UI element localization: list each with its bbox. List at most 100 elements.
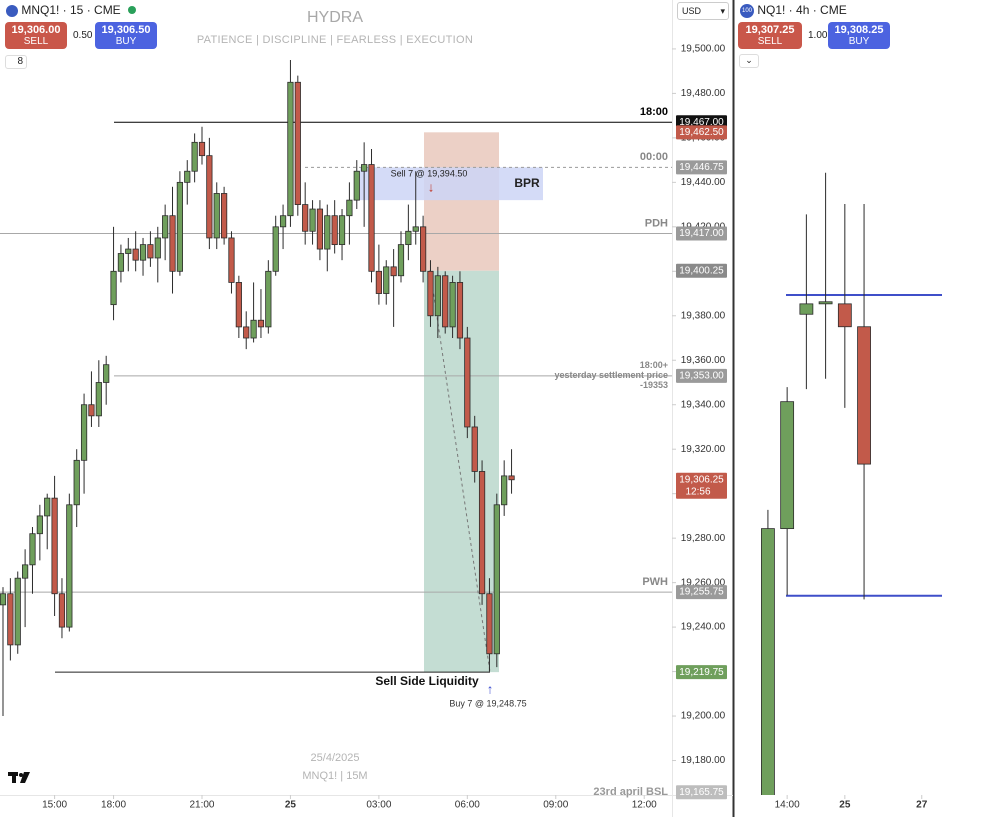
level-text: 18:00+	[640, 360, 668, 370]
y-tick-label: 19,280.00	[681, 533, 726, 544]
buy-label: BUY	[115, 36, 137, 47]
candle-body	[22, 564, 29, 579]
x-tick-label: 12:00	[632, 800, 657, 811]
candle-body	[117, 253, 125, 272]
candle-body	[361, 164, 368, 172]
x-tick-label: 15:00	[42, 800, 67, 811]
watermark-symbol: MNQ1! | 15M	[302, 770, 368, 782]
candle-body	[471, 426, 478, 472]
candle-body	[368, 164, 375, 272]
candle-body	[397, 244, 405, 277]
candle-body	[257, 319, 265, 328]
y-tick-label: 19,480.00	[681, 88, 726, 99]
symbol-badge: 100	[740, 3, 754, 18]
candle-body	[139, 244, 147, 261]
annotation: Buy 7 @ 19,248.75	[449, 698, 526, 708]
price-tag	[676, 368, 727, 383]
candle-body	[442, 275, 449, 328]
candle-body	[110, 270, 117, 306]
price-tag	[676, 665, 727, 680]
tv-logo	[8, 772, 30, 783]
price-tag	[676, 472, 727, 499]
currency-select[interactable]: USD ▾	[677, 2, 729, 20]
x-tick-label: 25	[839, 800, 851, 811]
candle-body	[95, 382, 102, 417]
status-dot	[128, 6, 137, 14]
candle-body	[235, 282, 242, 328]
sell-button[interactable]: 19,306.00 SELL	[5, 22, 67, 49]
candle-body	[58, 593, 66, 628]
buy-button[interactable]: 19,306.50 BUY	[95, 22, 157, 49]
candle-body	[51, 497, 58, 595]
price-tag	[676, 125, 727, 140]
y-tick-label: 19,380.00	[681, 310, 726, 321]
candle-body	[44, 497, 51, 517]
candle-body	[103, 364, 110, 383]
annotation: Sell Side Liquidity	[375, 674, 479, 688]
y-tick-label: 19,440.00	[681, 177, 726, 188]
y-tick-label: 19,320.00	[681, 444, 726, 455]
price-tag-label: 19,219.75	[679, 667, 724, 678]
level-text: yesterday settlement price	[554, 370, 668, 380]
candle-body	[14, 577, 21, 646]
annotation: Sell 7 @ 19,394.50	[391, 168, 468, 178]
x-tick-label: 27	[916, 800, 928, 811]
sell-price: 19,307.25	[745, 24, 795, 36]
trade-line	[429, 269, 491, 673]
price-tag	[676, 263, 727, 278]
x-tick-label: 18:00	[101, 800, 126, 811]
candle-body	[493, 504, 500, 655]
collapse-toggle[interactable]: ⌄	[739, 54, 759, 68]
watermark-subtitle: PATIENCE | DISCIPLINE | FEARLESS | EXECU…	[196, 34, 474, 46]
stop-zone	[424, 132, 499, 271]
price-tag	[676, 226, 727, 241]
candle-body	[857, 326, 871, 465]
candle-body	[508, 475, 515, 481]
symbol-row: MNQ1! · 15 · CME	[6, 3, 137, 17]
price-tag-label: 19,165.75	[679, 787, 724, 798]
candle-body	[434, 275, 441, 317]
price-tag-label: 19,255.75	[679, 587, 724, 598]
candle-body	[287, 81, 294, 217]
candle-body	[294, 81, 301, 205]
candle-body	[818, 301, 833, 305]
buy-price: 19,306.50	[101, 24, 151, 36]
symbol: NQ1! · 4h · CME	[757, 3, 847, 17]
plot	[0, 60, 672, 717]
level-text: PDH	[645, 217, 668, 229]
candle-body	[169, 215, 176, 272]
y-tick-label: 19,180.00	[681, 755, 726, 766]
buy-button[interactable]: 19,308.25 BUY	[828, 22, 890, 49]
price-tag	[676, 785, 727, 800]
sell-price: 19,306.00	[11, 24, 61, 36]
y-tick-label: 19,500.00	[681, 44, 726, 55]
level-text: 23rd april BSL	[593, 786, 668, 798]
candle-body	[501, 475, 508, 506]
price-tag-label: 19,462.50	[679, 127, 724, 138]
candle-body	[0, 593, 7, 606]
candle-body	[412, 226, 419, 232]
buy-price: 19,308.25	[834, 24, 884, 36]
sell-button[interactable]: 19,307.25 SELL	[738, 22, 802, 49]
candle-body	[154, 237, 161, 259]
candle-body	[383, 266, 390, 294]
watermark-title: HYDRA	[306, 9, 363, 26]
bpr-label: BPR	[514, 176, 540, 190]
symbol: MNQ1! · 15 · CME	[21, 3, 121, 17]
spread: 0.50	[73, 30, 93, 41]
candle-body	[265, 270, 272, 328]
candle-body	[324, 215, 331, 250]
candle-body	[279, 215, 287, 228]
candle-body	[375, 270, 382, 294]
candle-body	[456, 282, 464, 339]
candle-body	[198, 141, 206, 157]
price-tag	[676, 160, 727, 175]
level-text: 00:00	[640, 151, 668, 163]
candle-body	[132, 248, 139, 261]
candle-body	[36, 515, 43, 535]
buy-label: BUY	[848, 36, 870, 47]
candle-body	[331, 215, 338, 246]
indicator-toggle[interactable]: 8	[5, 55, 27, 69]
